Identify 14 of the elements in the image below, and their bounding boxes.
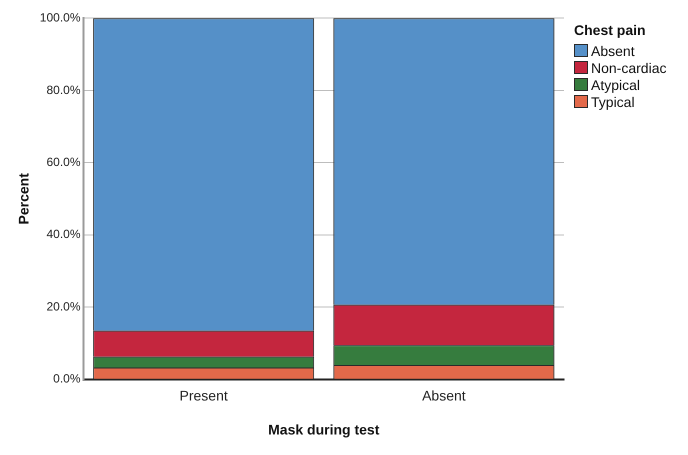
legend-label: Non-cardiac [591,60,666,76]
y-tick-label: 60.0% [46,154,81,169]
legend-label: Typical [591,94,635,110]
y-tick-label: 40.0% [46,227,81,242]
x-axis-title: Mask during test [268,421,380,438]
y-tick-label: 80.0% [46,82,81,97]
y-tick-label: 0.0% [53,372,81,386]
y-tick-label: 100.0% [40,10,81,25]
y-axis-title: Percent [15,172,32,224]
x-tick-label: Present [180,388,228,404]
y-tick-label: 20.0% [46,299,81,314]
legend-label: Atypical [591,76,640,92]
text: Absent [591,42,635,58]
legend-title: Chest pain [574,22,647,38]
